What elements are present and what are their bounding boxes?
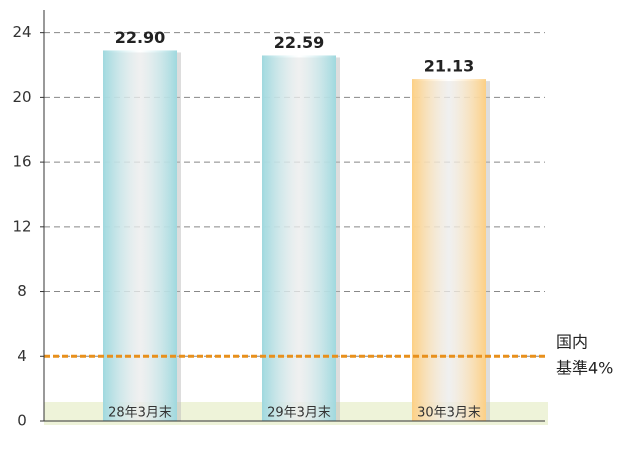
value-label: 21.13 <box>424 57 475 76</box>
bar <box>103 50 177 421</box>
reference-label: 基準4% <box>556 359 613 378</box>
x-tick-label: 30年3月末 <box>417 406 481 421</box>
y-tick-label: 0 <box>17 412 27 430</box>
value-label: 22.59 <box>274 33 325 52</box>
value-label: 22.90 <box>115 28 166 47</box>
y-tick-label: 24 <box>12 23 31 41</box>
reference-label: 国内 <box>556 333 588 352</box>
x-tick-label: 29年3月末 <box>267 406 331 421</box>
y-tick-label: 16 <box>12 153 31 171</box>
bar <box>412 79 486 421</box>
bar <box>262 55 336 421</box>
y-tick-label: 12 <box>12 217 31 235</box>
y-tick-label: 20 <box>12 88 31 106</box>
y-tick-label: 4 <box>17 347 27 365</box>
x-tick-label: 28年3月末 <box>108 406 172 421</box>
y-tick-label: 8 <box>17 282 27 300</box>
